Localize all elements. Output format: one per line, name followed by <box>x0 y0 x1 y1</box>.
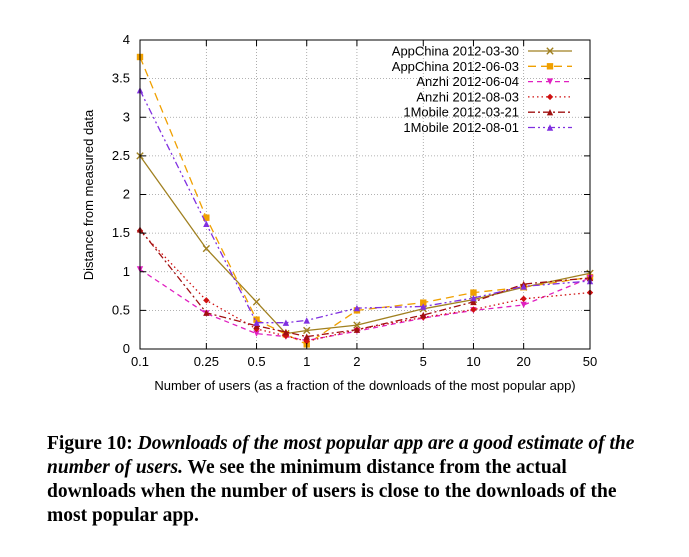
line-chart: 0 0.5 1 1.5 2 2.5 3 3.5 4 0.1 0.25 0.5 1 2 5 10 20 50 App… <box>81 32 597 393</box>
legend-item-1: AppChina 2012-03-30 <box>392 44 572 59</box>
caption-label: Figure 10: <box>47 433 133 454</box>
series-line <box>139 230 591 342</box>
series-line <box>139 268 591 342</box>
legend-label: Anzhi 2012-08-03 <box>416 89 519 104</box>
legend-marker <box>546 63 554 70</box>
caption-emphasis: Downloads of the most popular app are a … <box>47 433 635 478</box>
x-tick-label: 50 <box>583 354 597 369</box>
y-tick-label: 0 <box>123 341 130 356</box>
legend-label: AppChina 2012-06-03 <box>392 59 519 74</box>
series-line <box>139 56 591 346</box>
grid-lines <box>140 40 590 349</box>
data-point <box>470 294 477 302</box>
data-point <box>303 326 311 335</box>
x-tick-label: 20 <box>516 354 530 369</box>
x-axis-title: Number of users (as a fraction of the do… <box>154 378 575 393</box>
legend-item-5: 1Mobile 2012-03-21 <box>403 105 572 120</box>
y-axis-title: Distance from measured data <box>81 109 96 280</box>
data-point <box>470 306 477 313</box>
y-tick-label: 3.5 <box>112 71 130 86</box>
x-tick-label: 10 <box>466 354 480 369</box>
legend-marker <box>546 47 554 55</box>
legend-item-3: Anzhi 2012-06-04 <box>416 74 572 89</box>
caption-text: We see the minimum distance from the act… <box>47 457 617 526</box>
legend-item-4: Anzhi 2012-08-03 <box>416 89 572 104</box>
legend-label: 1Mobile 2012-08-01 <box>403 120 519 135</box>
marker-stroke <box>252 298 261 306</box>
x-tick-label: 0.1 <box>131 354 149 369</box>
x-tick-label: 5 <box>420 354 427 369</box>
marker-stroke <box>303 326 311 335</box>
x-tick-label: 1 <box>303 354 310 369</box>
legend-marker <box>546 93 554 101</box>
data-point <box>520 301 527 309</box>
legend-label: AppChina 2012-03-30 <box>392 44 519 59</box>
y-tick-label: 2.5 <box>112 148 130 163</box>
data-point <box>203 297 210 304</box>
y-tick-label: 0.5 <box>112 302 130 317</box>
data-point <box>252 298 261 306</box>
x-tick-label: 2 <box>353 354 360 369</box>
axis-ticks: 0 0.5 1 1.5 2 2.5 3 3.5 4 0.1 0.25 0.5 1 2 5 10 20 50 <box>112 32 597 369</box>
data-point <box>420 303 427 310</box>
data-point <box>303 317 310 324</box>
series-layer <box>136 53 594 348</box>
data-point <box>353 304 361 312</box>
x-tick-label: 0.5 <box>248 354 266 369</box>
data-point <box>282 328 290 336</box>
data-point <box>520 283 527 290</box>
data-point <box>253 319 260 326</box>
legend-label: Anzhi 2012-06-04 <box>416 74 519 89</box>
x-tick-label: 0.25 <box>194 354 219 369</box>
legend-item-6: 1Mobile 2012-08-01 <box>403 120 572 135</box>
legend-label: 1Mobile 2012-03-21 <box>403 105 519 120</box>
data-point <box>470 298 477 306</box>
y-tick-label: 4 <box>123 32 130 47</box>
series-line <box>139 155 591 335</box>
data-point <box>253 330 260 337</box>
data-point <box>420 299 427 306</box>
data-point <box>203 220 210 228</box>
y-tick-label: 1 <box>123 264 130 279</box>
y-tick-label: 3 <box>123 109 130 124</box>
marker-stroke <box>353 321 361 329</box>
series-6 <box>136 87 594 326</box>
data-point <box>420 311 427 319</box>
marker-stroke <box>202 244 211 253</box>
legend-marker <box>546 78 554 85</box>
y-tick-label: 1.5 <box>112 225 130 240</box>
data-point <box>470 289 477 296</box>
data-point <box>303 333 310 340</box>
y-tick-label: 2 <box>123 187 130 202</box>
data-point <box>203 214 210 221</box>
legend-item-2: AppChina 2012-06-03 <box>392 59 572 74</box>
series-line <box>139 89 591 324</box>
series-3 <box>136 266 594 344</box>
data-point <box>353 321 361 329</box>
data-point <box>520 295 527 302</box>
data-point <box>203 309 210 316</box>
data-point <box>202 244 211 253</box>
marker-stroke <box>546 47 554 55</box>
figure-caption: Figure 10: Downloads of the most popular… <box>47 432 647 528</box>
legend-marker <box>546 109 554 116</box>
data-point <box>282 319 290 326</box>
series-line <box>139 228 591 338</box>
data-point <box>353 326 361 333</box>
series-1 <box>136 152 594 338</box>
legend-marker <box>546 124 554 131</box>
